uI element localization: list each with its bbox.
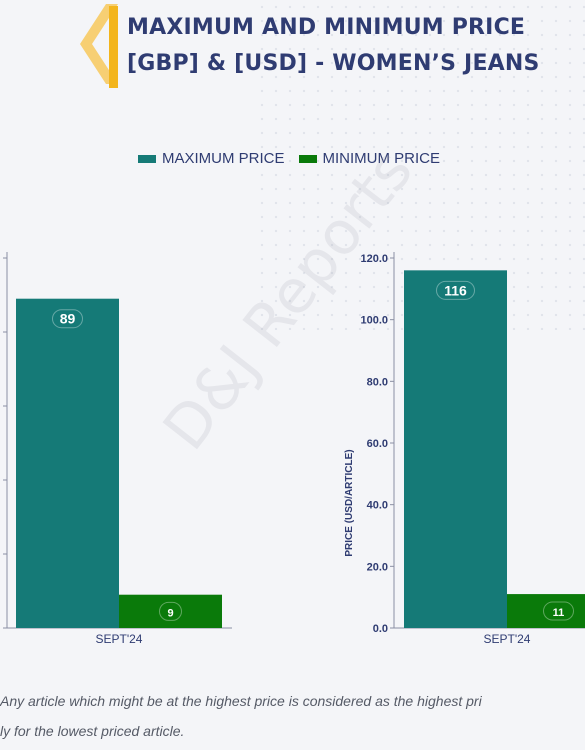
y-tick-label: 40.0 bbox=[367, 500, 388, 512]
data-label-badge bbox=[52, 309, 83, 329]
legend-item-maximum: MAXIMUM PRICE bbox=[138, 150, 285, 167]
footnote-line-2: ly for the lowest priced article. bbox=[0, 723, 185, 739]
data-label: 11 bbox=[553, 607, 565, 619]
y-tick-label: 0.0 bbox=[373, 623, 388, 635]
page-title: MAXIMUM AND MINIMUM PRICE [GBP] & [USD] … bbox=[127, 10, 567, 82]
data-label-badge bbox=[159, 601, 182, 621]
y-axis-label: PRICE (USD/ARTICLE) bbox=[344, 449, 355, 556]
y-tick-label: 80.0 bbox=[367, 376, 388, 388]
bar-maximum-price bbox=[404, 270, 507, 628]
title-line-2: [GBP] & [USD] - WOMEN’S JEANS bbox=[127, 51, 540, 76]
bar-maximum-price bbox=[16, 298, 119, 628]
title-accent-bar bbox=[109, 6, 118, 88]
y-tick-label: 20.0 bbox=[367, 561, 388, 573]
legend-swatch-maximum bbox=[138, 154, 156, 163]
data-label: 116 bbox=[444, 282, 467, 298]
legend-label-minimum: MINIMUM PRICE bbox=[322, 150, 441, 167]
y-tick-label: 60.0 bbox=[367, 438, 388, 450]
x-category-label: SEPT'24 bbox=[484, 632, 531, 646]
y-tick-label: 120.0 bbox=[360, 253, 388, 265]
footnote: Any article which might be at the highes… bbox=[0, 686, 585, 746]
legend-swatch-minimum bbox=[298, 154, 317, 163]
y-tick-label: 100.0 bbox=[360, 315, 388, 327]
title-line-1: MAXIMUM AND MINIMUM PRICE bbox=[127, 15, 526, 40]
data-label-badge bbox=[543, 601, 574, 621]
data-label: 89 bbox=[60, 311, 76, 327]
x-category-label: SEPT'24 bbox=[96, 632, 143, 646]
chart-legend: MAXIMUM PRICE MINIMUM PRICE bbox=[138, 150, 440, 167]
footnote-line-1: Any article which might be at the highes… bbox=[0, 693, 482, 709]
legend-item-minimum: MINIMUM PRICE bbox=[298, 150, 441, 167]
legend-label-maximum: MAXIMUM PRICE bbox=[162, 150, 285, 167]
chevron-left-icon bbox=[80, 4, 118, 84]
data-label-badge bbox=[436, 280, 475, 300]
data-label: 9 bbox=[167, 607, 173, 619]
